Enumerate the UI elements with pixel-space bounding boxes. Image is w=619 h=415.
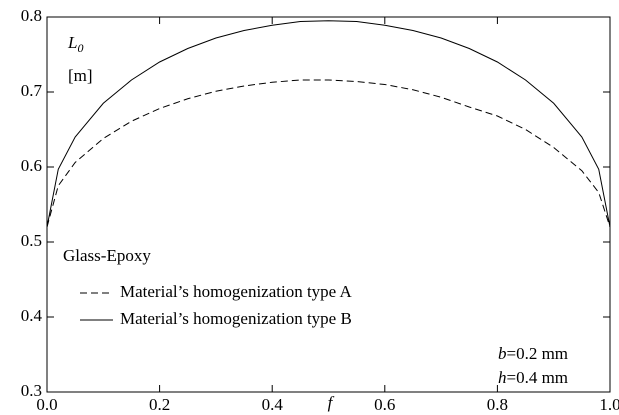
annotation: Glass-Epoxy bbox=[63, 246, 151, 265]
y-tick-label: 0.7 bbox=[21, 81, 43, 100]
x-tick-label: 0.2 bbox=[149, 395, 170, 414]
y-tick-label: 0.3 bbox=[21, 381, 42, 400]
x-tick-label: 0.6 bbox=[374, 395, 395, 414]
y-label: L0 bbox=[67, 33, 83, 55]
series-line bbox=[46, 79, 611, 228]
x-tick-label: 0.0 bbox=[36, 395, 57, 414]
y-tick-label: 0.8 bbox=[21, 6, 42, 25]
legend-label: Material’s homogenization type A bbox=[120, 282, 353, 301]
x-label: f bbox=[328, 393, 335, 412]
y-tick-label: 0.4 bbox=[21, 306, 43, 325]
y-tick-label: 0.6 bbox=[21, 156, 42, 175]
plot-frame bbox=[46, 16, 611, 393]
x-tick-label: 1.0 bbox=[599, 395, 619, 414]
legend-label: Material’s homogenization type B bbox=[120, 309, 352, 328]
y-tick-label: 0.5 bbox=[21, 231, 42, 250]
y-unit: [m] bbox=[68, 66, 93, 85]
param: h=0.4 mm bbox=[498, 368, 568, 387]
param: b=0.2 mm bbox=[498, 344, 568, 363]
series-line bbox=[46, 20, 611, 228]
x-tick-label: 0.4 bbox=[262, 395, 284, 414]
x-tick-label: 0.8 bbox=[487, 395, 508, 414]
